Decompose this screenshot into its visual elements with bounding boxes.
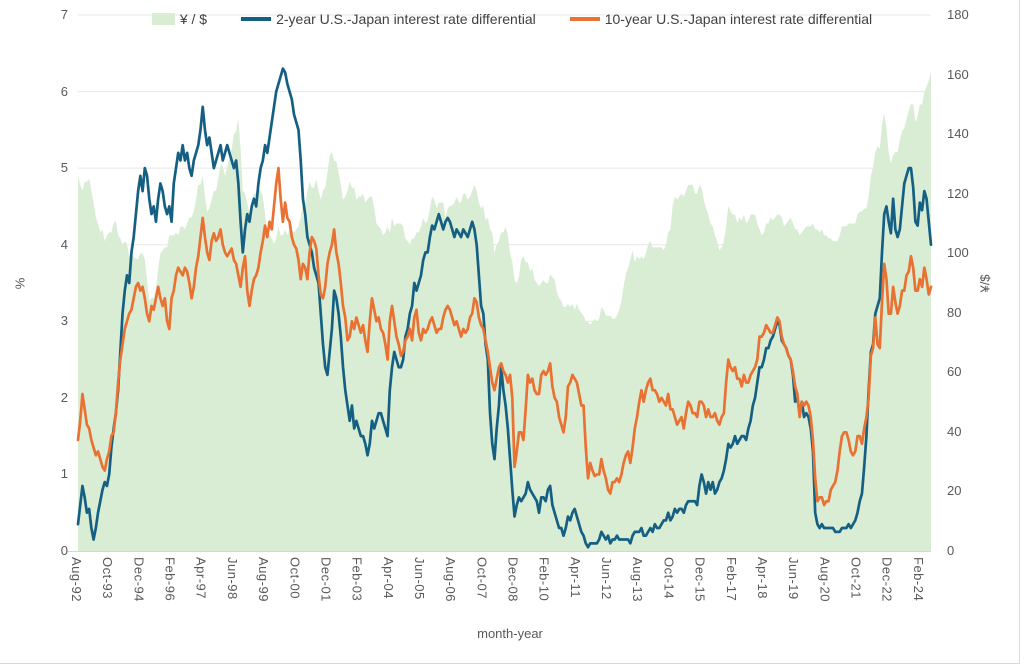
- x-tick-label: Aug-06: [443, 557, 459, 602]
- x-tick-label: Feb-96: [162, 557, 178, 602]
- right-y-tick-label: 80: [947, 304, 962, 320]
- x-tick-label: Aug-99: [256, 557, 272, 602]
- right-y-tick-label: 20: [947, 483, 962, 499]
- x-tick-label: Oct-93: [100, 557, 116, 600]
- x-tick-label: Oct-07: [474, 557, 490, 600]
- left-y-tick-label: 5: [60, 160, 68, 176]
- left-y-tick-label: 0: [60, 543, 68, 558]
- x-tick-label: Jun-12: [599, 557, 615, 600]
- window-edge-bottom: [0, 663, 1020, 664]
- x-tick-label: Apr-11: [567, 557, 583, 599]
- x-tick-label: Aug-92: [69, 557, 84, 602]
- x-tick-label: Feb-24: [910, 557, 926, 602]
- x-axis-title: month-year: [477, 626, 543, 641]
- right-y-tick-label: 100: [947, 245, 969, 261]
- left-y-axis-title: %: [12, 277, 28, 290]
- right-y-tick-label: 160: [947, 66, 969, 82]
- right-y-tick-label: 60: [947, 364, 962, 380]
- x-tick-label: Feb-17: [723, 557, 739, 602]
- left-y-tick-label: 2: [60, 389, 68, 405]
- x-tick-label: Dec-22: [879, 557, 895, 602]
- left-y-tick-label: 7: [60, 7, 68, 22]
- yen-dollar-area-series: [78, 71, 931, 551]
- left-y-tick-label: 3: [60, 313, 68, 329]
- x-tick-label: Feb-03: [349, 557, 365, 602]
- x-tick-label: Jun-05: [411, 557, 427, 600]
- x-tick-label: Aug-13: [630, 557, 646, 602]
- x-tick-label: Apr-04: [380, 557, 396, 600]
- right-y-tick-label: 180: [947, 7, 969, 22]
- right-y-tick-label: 40: [947, 423, 962, 439]
- x-tick-label: Jun-19: [786, 557, 802, 600]
- x-tick-label: Feb-10: [536, 557, 552, 602]
- x-tick-label: Jun-98: [224, 557, 240, 600]
- x-tick-label: Oct-14: [661, 557, 677, 600]
- left-y-tick-label: 4: [60, 236, 68, 252]
- right-y-tick-label: 140: [947, 126, 969, 142]
- x-tick-label: Dec-94: [131, 557, 147, 602]
- x-tick-label: Apr-97: [193, 557, 209, 600]
- ten-year-differential-line-series: [76, 166, 933, 507]
- x-tick-label: Oct-00: [287, 557, 303, 600]
- right-y-tick-label: 120: [947, 185, 969, 201]
- right-y-axis-title: ¥/$: [977, 274, 993, 293]
- x-tick-label: Dec-15: [692, 557, 708, 602]
- x-tick-label: Dec-01: [318, 557, 334, 602]
- x-tick-label: Aug-20: [817, 557, 833, 602]
- x-tick-label: Oct-21: [848, 557, 864, 600]
- window-edge-right: [1019, 0, 1020, 664]
- x-tick-label: Dec-08: [505, 557, 521, 602]
- x-tick-label: Apr-18: [754, 557, 770, 600]
- left-y-tick-label: 6: [60, 83, 68, 99]
- right-y-tick-label: 0: [947, 543, 955, 558]
- left-y-tick-label: 1: [60, 466, 68, 482]
